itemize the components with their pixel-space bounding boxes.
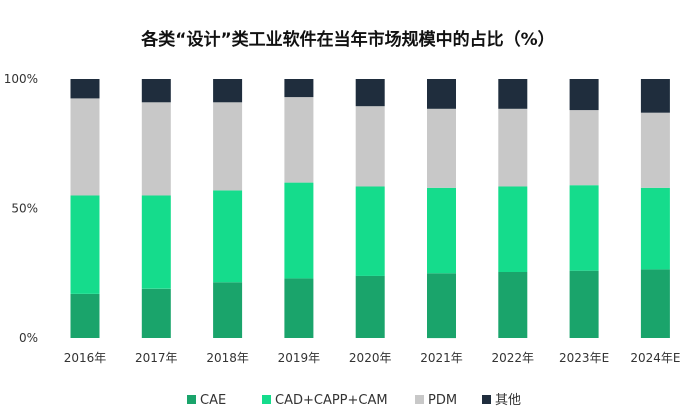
legend-label: PDM <box>428 393 457 408</box>
y-tick-label: 50% <box>11 202 38 216</box>
bar-segment <box>427 273 456 339</box>
bar-segment <box>498 186 528 272</box>
bar-segment <box>141 288 171 338</box>
bar-segment <box>284 79 314 98</box>
legend-label: CAD+CAPP+CAM <box>275 393 388 408</box>
y-tick-label: 100% <box>4 72 38 86</box>
legend: CAE CAD+CAPP+CAM PDM 其他 <box>187 393 521 408</box>
bar-segment <box>355 275 385 338</box>
y-tick-label: 0% <box>19 331 38 345</box>
bar-segment <box>141 102 171 196</box>
bar-segment <box>284 278 314 338</box>
legend-swatch <box>482 395 491 404</box>
legend-swatch <box>415 395 424 404</box>
bar-segment <box>213 79 243 103</box>
bar-segment <box>640 269 670 338</box>
bar-segment <box>427 187 456 274</box>
x-tick-label: 2022年 <box>492 351 535 365</box>
legend-label: CAE <box>200 393 226 408</box>
bar-segment <box>355 106 385 187</box>
bars <box>70 79 670 339</box>
bar-segment <box>284 182 314 279</box>
x-axis: 2016年 2017年 2018年 2019年 2020年 2021年 2022年 2023年… <box>64 351 681 365</box>
bar-segment <box>70 294 100 338</box>
bar-segment <box>213 282 243 338</box>
bar-segment <box>640 79 670 113</box>
bar-segment <box>284 97 314 183</box>
x-tick-label: 2018年 <box>206 351 249 365</box>
bar-segment <box>569 79 599 111</box>
x-tick-label: 2020年 <box>349 351 392 365</box>
bar-segment <box>141 195 171 289</box>
x-tick-label: 2021年 <box>420 351 463 365</box>
bar-segment <box>640 112 670 188</box>
bar-segment <box>70 79 100 99</box>
bar-segment <box>569 270 599 338</box>
bar-segment <box>70 195 100 294</box>
bar-segment <box>498 79 528 109</box>
bar-segment <box>70 98 100 196</box>
x-tick-label: 2016年 <box>64 351 107 365</box>
bar-segment <box>498 272 528 338</box>
bar-segment <box>427 108 456 188</box>
bar-segment <box>355 79 385 107</box>
bar-segment <box>569 185 599 271</box>
bar-segment <box>569 110 599 186</box>
y-axis: 0% 50% 100% <box>4 72 38 345</box>
legend-swatch <box>262 395 271 404</box>
bar-segment <box>498 108 528 187</box>
x-tick-label: 2023年E <box>559 351 609 365</box>
bar-segment <box>213 190 243 283</box>
x-tick-label: 2017年 <box>135 351 178 365</box>
legend-label: 其他 <box>495 393 521 408</box>
bar-segment <box>427 79 456 109</box>
bar-segment <box>213 102 243 191</box>
bar-segment <box>141 79 171 103</box>
bar-segment <box>640 187 670 270</box>
x-tick-label: 2024年E <box>630 351 680 365</box>
chart-title: 各类“设计”类工业软件在当年市场规模中的占比（%） <box>140 29 554 50</box>
x-tick-label: 2019年 <box>278 351 321 365</box>
legend-swatch <box>187 395 196 404</box>
bar-segment <box>355 186 385 276</box>
